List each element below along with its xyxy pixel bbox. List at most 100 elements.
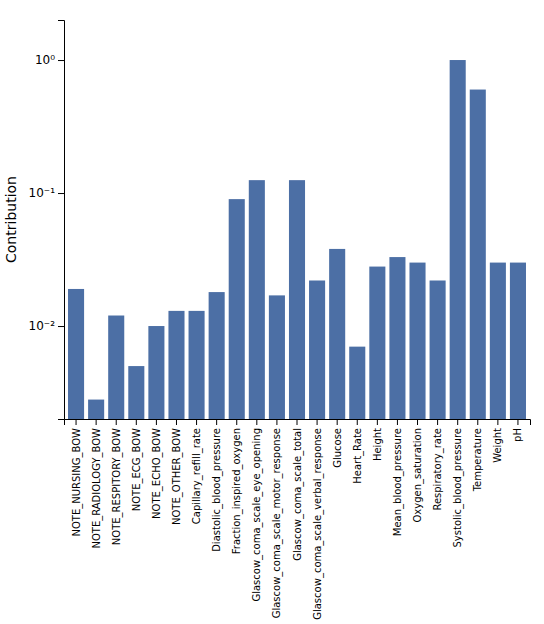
x-tick-mark — [76, 419, 77, 425]
bar — [349, 347, 365, 419]
x-tick-mark — [477, 419, 478, 425]
x-tick: Diastolic_blood_pressure — [211, 419, 223, 552]
x-tick-label: Mean_blood_pressure — [392, 428, 404, 536]
x-tick-label: NOTE_RESPITORY_BOW — [111, 428, 123, 545]
bar — [168, 311, 184, 419]
chart: NOTE_NURSING_BOW NOTE_RADIOLOGY_BOW NOTE_R… — [0, 0, 544, 624]
y-tick: 10⁰ — [35, 53, 64, 67]
x-tick: Glascow_coma_scale_eye_opening — [251, 419, 263, 602]
x-tick-label: Capillary_refill_rate — [191, 428, 203, 524]
bar — [209, 292, 225, 419]
x-tick: pH — [512, 419, 523, 442]
x-tick-mark — [317, 419, 318, 425]
bar — [289, 180, 305, 419]
x-tick-mark — [457, 419, 458, 425]
x-tick: NOTE_RESPITORY_BOW — [111, 419, 123, 545]
x-tick-label: Glucose — [332, 428, 343, 468]
y-tick-label: 10⁻² — [29, 319, 56, 333]
x-tick: Capillary_refill_rate — [191, 419, 203, 524]
x-tick: NOTE_ECHO_BOW — [151, 419, 163, 519]
x-tick-mark — [196, 419, 197, 425]
y-tick: 10⁻² — [29, 319, 64, 333]
x-tick-label: Respiratory_rate — [432, 428, 444, 511]
bars — [68, 60, 526, 419]
x-tick-mark — [437, 419, 438, 425]
x-tick-label: Glascow_coma_scale_verbal_response — [312, 428, 324, 620]
y-tick-mark — [58, 193, 64, 194]
x-tick: Respiratory_rate — [432, 419, 444, 511]
x-tick-mark — [136, 419, 137, 425]
bar — [450, 60, 466, 419]
x-tick-mark — [517, 419, 518, 425]
x-tick-mark — [297, 419, 298, 425]
x-tick: Glascow_coma_scale_total — [292, 419, 304, 561]
bar — [88, 400, 104, 419]
bar — [189, 311, 205, 419]
x-tick: NOTE_RADIOLOGY_BOW — [91, 419, 103, 549]
bar — [409, 263, 425, 419]
x-axis-line — [65, 420, 531, 426]
x-tick-mark — [176, 419, 177, 425]
x-tick-label: Diastolic_blood_pressure — [211, 428, 223, 552]
x-tick-label: Glascow_coma_scale_eye_opening — [251, 428, 263, 602]
x-tick: Weight — [492, 419, 503, 463]
x-tick-label: Temperature — [472, 428, 483, 492]
x-tick-label: Height — [372, 428, 383, 461]
x-tick: Height — [372, 419, 383, 461]
x-tick-mark — [417, 419, 418, 425]
x-tick-mark — [397, 419, 398, 425]
y-axis: 10⁻² 10⁻¹ 10⁰ — [29, 21, 65, 420]
x-tick-label: Heart_Rate — [352, 428, 364, 484]
bar — [470, 90, 486, 419]
x-tick-label: Weight — [492, 428, 503, 463]
bar — [229, 199, 245, 419]
y-tick: 10⁻¹ — [29, 186, 64, 200]
y-tick-mark — [58, 326, 64, 327]
bar — [430, 280, 446, 419]
x-tick-label: Glascow_coma_scale_total — [292, 428, 304, 561]
bar — [148, 326, 164, 419]
x-tick-label: NOTE_ECG_BOW — [131, 428, 143, 511]
bar — [309, 280, 325, 419]
x-tick: Fraction_inspired_oxygen — [231, 419, 243, 554]
x-tick-mark — [256, 419, 257, 425]
x-tick: NOTE_ECG_BOW — [131, 419, 143, 511]
x-tick-mark — [357, 419, 358, 425]
x-tick-mark — [96, 419, 97, 425]
y-tick-label: 10⁰ — [35, 53, 55, 67]
x-tick-label: NOTE_RADIOLOGY_BOW — [91, 428, 103, 549]
x-tick-label: NOTE_NURSING_BOW — [71, 428, 83, 537]
y-axis-line — [58, 21, 65, 420]
x-tick-mark — [156, 419, 157, 425]
bar — [249, 180, 265, 419]
bar — [329, 249, 345, 419]
x-tick: NOTE_OTHER_BOW — [171, 419, 183, 525]
x-tick-label: Systolic_blood_pressure — [452, 428, 464, 547]
x-tick-label: pH — [512, 428, 523, 442]
x-tick-label: Fraction_inspired_oxygen — [231, 428, 243, 554]
y-axis-title: Contribution — [3, 176, 19, 263]
x-tick-label: Glascow_coma_scale_motor_response — [271, 428, 283, 618]
bar — [490, 263, 506, 419]
bar — [510, 263, 526, 419]
x-tick-mark — [236, 419, 237, 425]
y-tick-label: 10⁻¹ — [29, 186, 56, 200]
x-tick: Glascow_coma_scale_verbal_response — [312, 419, 324, 620]
bar — [68, 289, 84, 419]
x-tick-label: NOTE_OTHER_BOW — [171, 428, 183, 525]
bar — [389, 257, 405, 419]
bar — [269, 295, 285, 419]
x-axis: NOTE_NURSING_BOW NOTE_RADIOLOGY_BOW NOTE_R… — [65, 419, 531, 620]
x-tick-mark — [216, 419, 217, 425]
bar — [369, 267, 385, 419]
x-tick: Mean_blood_pressure — [392, 419, 404, 536]
plot: NOTE_NURSING_BOW NOTE_RADIOLOGY_BOW NOTE_R… — [3, 21, 531, 620]
bar — [108, 316, 124, 419]
bar — [128, 366, 144, 419]
x-tick: Temperature — [472, 419, 483, 492]
x-tick-mark — [276, 419, 277, 425]
x-tick: Glucose — [332, 419, 343, 468]
x-tick-mark — [377, 419, 378, 425]
x-tick: Systolic_blood_pressure — [452, 419, 464, 547]
x-tick-mark — [497, 419, 498, 425]
